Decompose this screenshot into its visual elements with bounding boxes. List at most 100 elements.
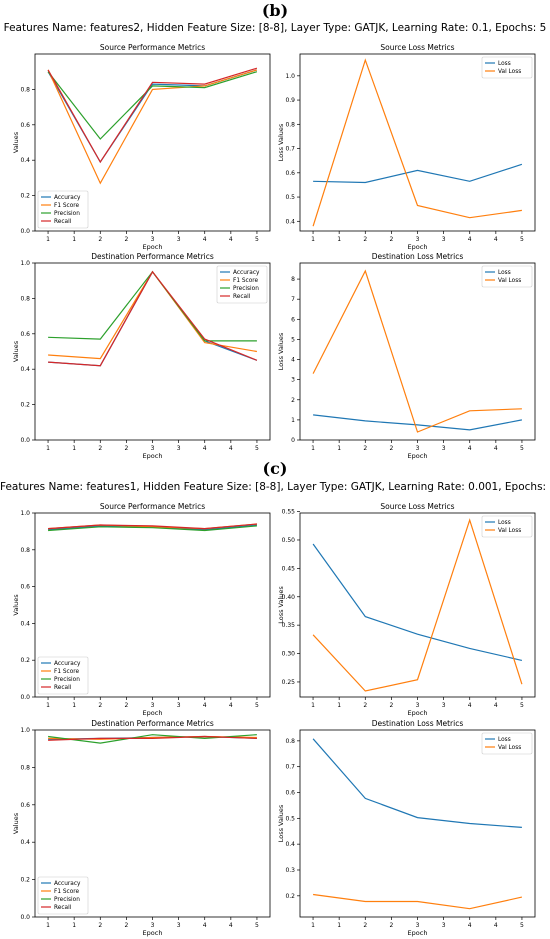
x-tick-label: 3: [151, 702, 155, 709]
legend-label-precision: Precision: [54, 677, 80, 683]
x-tick-label: 3: [416, 922, 420, 929]
y-tick-label: 0.2: [20, 877, 30, 884]
x-tick-label: 2: [124, 236, 128, 243]
x-axis-label: Epoch: [143, 929, 163, 937]
x-axis-label: Epoch: [408, 452, 428, 460]
destination-performance-chart-c: Destination Performance Metrics 0.0 0.2 0.4…: [12, 719, 271, 937]
x-tick-label: 5: [520, 445, 524, 452]
legend-label-recall: Recall: [54, 685, 72, 691]
y-tick-label: 0.25: [282, 679, 296, 686]
legend: Accuracy F1 Score Precision Recall: [37, 190, 89, 229]
legend-box: [216, 265, 268, 304]
legend-label-precision: Precision: [54, 897, 80, 903]
y-tick-label: 0.45: [282, 565, 296, 572]
legend-box: [481, 732, 533, 755]
x-tick-label: 2: [389, 922, 393, 929]
x-axis-label: Epoch: [408, 709, 428, 717]
x-tick-label: 1: [46, 702, 50, 709]
legend-label-loss: Loss: [498, 520, 511, 526]
y-tick-label: 5: [291, 336, 295, 343]
legend: Accuracy F1 Score Precision Recall: [37, 656, 89, 695]
chart-title: Destination Loss Metrics: [372, 719, 464, 728]
series-line-precision: [47, 71, 258, 140]
legend-label-accuracy: Accuracy: [54, 195, 81, 201]
y-tick-label: 6: [291, 316, 295, 323]
y-axis-label: Loss Values: [277, 586, 285, 624]
y-tick-label: 0.0: [20, 914, 30, 921]
y-tick-label: 0.0: [20, 437, 30, 444]
x-tick-label: 3: [177, 702, 181, 709]
x-axis-label: Epoch: [408, 929, 428, 937]
legend-box: [37, 876, 89, 915]
legend: Loss Val Loss: [481, 515, 533, 538]
source-performance-chart-c: Source Performance Metrics 0.0 0.2 0.4 0.6 0.…: [12, 502, 271, 717]
x-axis-label: Epoch: [143, 243, 163, 251]
legend-box: [481, 56, 533, 79]
destination-performance-chart-b: Destination Performance Metrics 0.0 0.2 0.4…: [12, 252, 271, 460]
x-tick-label: 4: [229, 445, 233, 452]
legend-label-f1-score: F1 Score: [54, 669, 80, 675]
y-tick-label: 0.4: [285, 841, 295, 848]
x-tick-label: 1: [311, 702, 315, 709]
y-tick-label: 1.0: [20, 260, 30, 267]
y-tick-label: 0.2: [20, 193, 30, 200]
x-tick-label: 4: [494, 702, 498, 709]
chart-title: Source Loss Metrics: [380, 43, 454, 52]
legend-label-loss: Loss: [498, 737, 511, 743]
legend: Accuracy F1 Score Precision Recall: [216, 265, 268, 304]
y-tick-label: 0.4: [285, 218, 295, 225]
x-tick-label: 2: [98, 236, 102, 243]
legend: Loss Val Loss: [481, 56, 533, 79]
x-tick-label: 1: [337, 445, 341, 452]
x-tick-label: 4: [203, 702, 207, 709]
y-tick-label: 0.30: [282, 651, 296, 658]
x-tick-label: 2: [124, 922, 128, 929]
legend-label-f1-score: F1 Score: [54, 889, 80, 895]
chart-title: Destination Performance Metrics: [91, 252, 214, 261]
legend-label-val-loss: Val Loss: [498, 278, 521, 284]
y-tick-label: 0.6: [20, 331, 30, 338]
series-line-val-loss: [312, 269, 522, 433]
x-tick-label: 4: [494, 922, 498, 929]
y-tick-label: 0.6: [20, 802, 30, 809]
plot-area: [299, 512, 536, 698]
panel-c-label: (c): [262, 459, 288, 478]
x-tick-label: 4: [203, 922, 207, 929]
x-tick-label: 4: [229, 236, 233, 243]
chart-title: Source Loss Metrics: [380, 502, 454, 511]
source-performance-chart-b: Source Performance Metrics 0.0 0.2 0.4 0.6 0.…: [12, 43, 271, 251]
x-tick-label: 4: [494, 236, 498, 243]
x-tick-label: 2: [363, 236, 367, 243]
x-tick-label: 2: [389, 702, 393, 709]
series-line-val-loss: [312, 518, 523, 692]
y-tick-label: 0.8: [20, 547, 30, 554]
x-tick-label: 5: [255, 445, 259, 452]
x-tick-label: 1: [46, 445, 50, 452]
panel-c-title: Features Name: features1, Hidden Feature…: [0, 481, 550, 493]
source-loss-chart-b: Source Loss Metrics 0.4 0.5 0.6 0.7 0.8 0.9 1.0…: [277, 43, 536, 251]
y-tick-label: 1.0: [20, 510, 30, 517]
x-tick-label: 5: [520, 236, 524, 243]
x-tick-label: 1: [337, 922, 341, 929]
legend-label-val-loss: Val Loss: [498, 69, 521, 75]
x-tick-label: 4: [494, 445, 498, 452]
y-axis-label: Values: [12, 340, 20, 362]
y-tick-label: 0.8: [20, 764, 30, 771]
legend-label-precision: Precision: [54, 211, 80, 217]
series-line-val-loss: [312, 58, 522, 227]
y-tick-label: 0.50: [282, 537, 296, 544]
x-tick-label: 5: [255, 236, 259, 243]
legend-label-recall: Recall: [233, 294, 251, 300]
legend-box: [37, 656, 89, 695]
series-line-loss: [313, 414, 523, 431]
legend-label-val-loss: Val Loss: [498, 745, 521, 751]
y-axis-label: Loss Values: [277, 804, 285, 842]
legend: Loss Val Loss: [481, 265, 533, 288]
legend-label-accuracy: Accuracy: [54, 881, 81, 887]
x-tick-label: 4: [468, 702, 472, 709]
x-tick-label: 2: [98, 922, 102, 929]
legend-label-val-loss: Val Loss: [498, 528, 521, 534]
x-tick-label: 3: [416, 236, 420, 243]
chart-title: Source Performance Metrics: [100, 43, 205, 52]
y-tick-label: 0.3: [285, 867, 295, 874]
